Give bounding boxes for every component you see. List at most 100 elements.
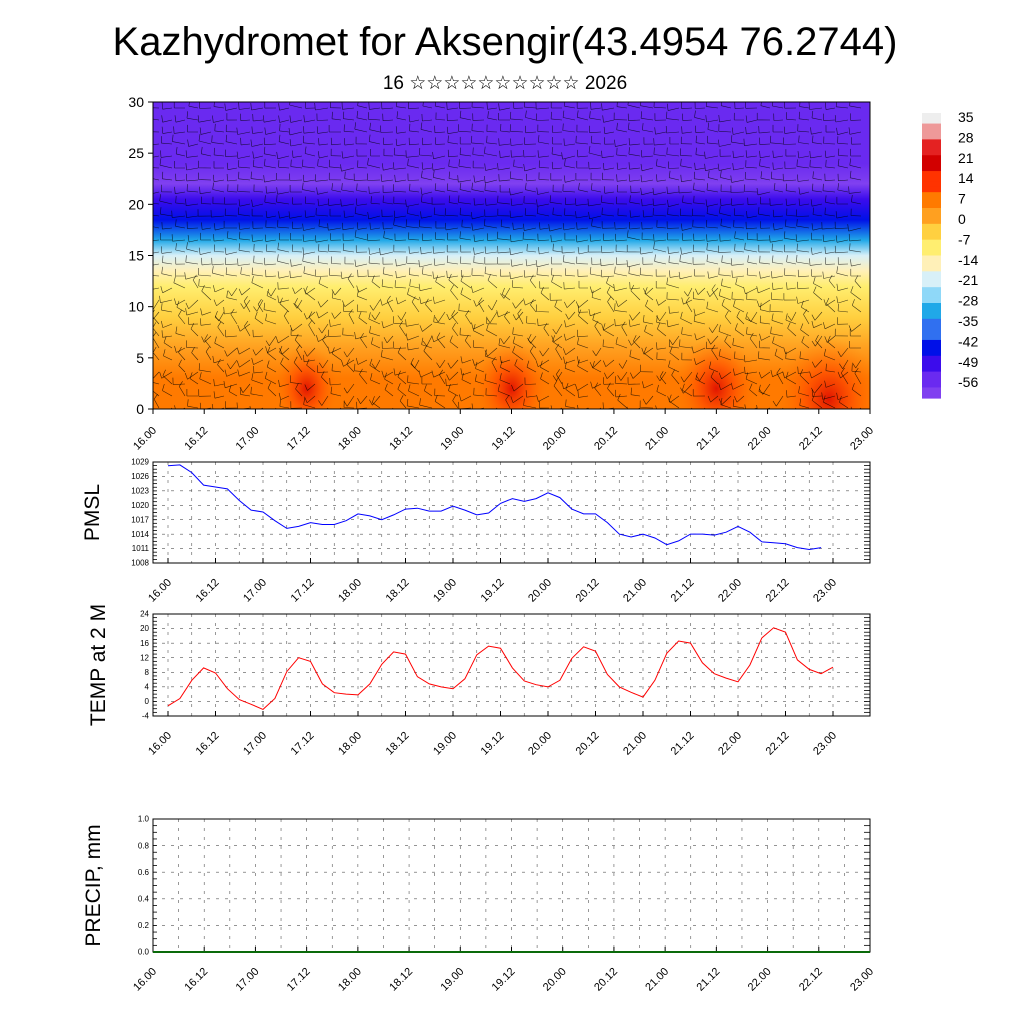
wind-barb	[666, 292, 680, 301]
wind-barb	[798, 386, 810, 397]
wind-barb	[153, 275, 160, 277]
wind-barb	[473, 340, 485, 349]
wind-barb	[561, 246, 576, 254]
xtick-label: 17.12	[289, 730, 317, 758]
wind-barb	[693, 182, 706, 193]
wind-barb	[513, 102, 524, 109]
wind-barb	[849, 341, 861, 349]
wind-barb	[395, 270, 407, 279]
wind-barb	[421, 113, 433, 122]
wind-barb	[640, 175, 654, 183]
wind-barb	[357, 160, 368, 169]
wind-barb	[499, 373, 511, 385]
wind-barb	[238, 287, 251, 296]
wind-barb	[565, 311, 576, 320]
wind-barb	[278, 134, 290, 145]
wind-barb	[681, 102, 693, 109]
wind-barb	[680, 148, 693, 157]
wind-barb	[217, 358, 225, 373]
wind-barb	[692, 219, 706, 229]
wind-barb	[836, 296, 849, 304]
wind-barb	[153, 143, 160, 145]
wind-barb	[357, 269, 368, 278]
wind-barb	[734, 243, 745, 253]
wind-barb	[448, 159, 459, 169]
colorbar-band	[922, 171, 941, 177]
wind-barb	[382, 195, 394, 205]
wind-barb	[330, 233, 342, 241]
colorbar-band	[922, 155, 941, 162]
wind-barb	[594, 320, 602, 337]
colorbar-label: -56	[958, 374, 978, 390]
wind-barb	[393, 368, 407, 376]
wind-barb	[175, 243, 186, 253]
wind-barb	[368, 247, 381, 255]
wind-barb	[471, 223, 485, 231]
wind-barb	[175, 146, 186, 157]
wind-barb	[446, 183, 459, 193]
wind-barb	[331, 363, 342, 373]
wind-barb	[639, 400, 654, 409]
wind-barb	[421, 162, 433, 170]
wind-barb	[834, 221, 849, 229]
wind-barb	[341, 102, 355, 110]
wind-barb	[720, 198, 732, 206]
wind-barb	[420, 246, 433, 255]
wind-barb	[461, 269, 472, 278]
wind-barb	[577, 390, 589, 398]
wind-barb	[745, 312, 758, 325]
wind-barb	[294, 334, 303, 349]
wind-barb	[552, 184, 563, 193]
wind-barb	[432, 163, 446, 171]
wind-barb	[837, 136, 849, 145]
wind-barb	[510, 234, 524, 243]
wind-barb	[694, 102, 706, 109]
wind-barb	[669, 137, 679, 145]
wind-barb	[538, 172, 550, 181]
wind-barb	[589, 359, 602, 369]
wind-barb	[317, 159, 329, 169]
wind-barb	[759, 255, 771, 265]
wind-barb	[576, 160, 589, 169]
wind-barb	[237, 184, 251, 193]
wind-barb	[640, 364, 654, 373]
wind-barb	[344, 171, 355, 181]
wind-barb	[550, 173, 563, 181]
wind-barb	[575, 173, 588, 181]
panel-frame	[152, 461, 871, 564]
wind-barb	[303, 287, 316, 295]
wind-barb	[409, 123, 420, 133]
colorbar-label: 28	[958, 129, 974, 145]
wind-barb	[692, 208, 706, 217]
wind-barb	[512, 327, 524, 337]
wind-barb	[811, 359, 823, 368]
temp-2m-line	[167, 627, 834, 710]
wind-barb	[565, 382, 576, 397]
wind-barb	[200, 318, 212, 326]
wind-barb	[613, 112, 628, 121]
wind-barb	[318, 244, 329, 253]
wind-barb	[210, 210, 225, 218]
wind-barb	[730, 185, 745, 193]
wind-barb	[290, 259, 303, 267]
wind-barb	[358, 311, 368, 325]
wind-barb	[329, 268, 342, 277]
wind-barb	[289, 185, 302, 193]
chart-subtitle: 16 ☆☆☆☆☆☆☆☆☆☆ 2026	[382, 73, 628, 94]
wind-barb	[340, 271, 355, 279]
wind-barb	[823, 395, 836, 409]
wind-barb	[602, 323, 615, 337]
wind-barb	[162, 369, 173, 385]
wind-barb	[159, 194, 173, 205]
wind-barb	[318, 151, 329, 159]
wind-barb	[497, 384, 511, 397]
colorbar-band	[922, 134, 941, 140]
wind-barb	[486, 102, 498, 110]
wind-barb	[576, 222, 589, 230]
wind-barb	[163, 349, 173, 361]
wind-barb	[849, 328, 862, 337]
wind-barb	[354, 259, 368, 267]
wind-barb	[718, 114, 732, 123]
wind-barb	[538, 247, 550, 255]
wind-barb	[368, 256, 381, 265]
